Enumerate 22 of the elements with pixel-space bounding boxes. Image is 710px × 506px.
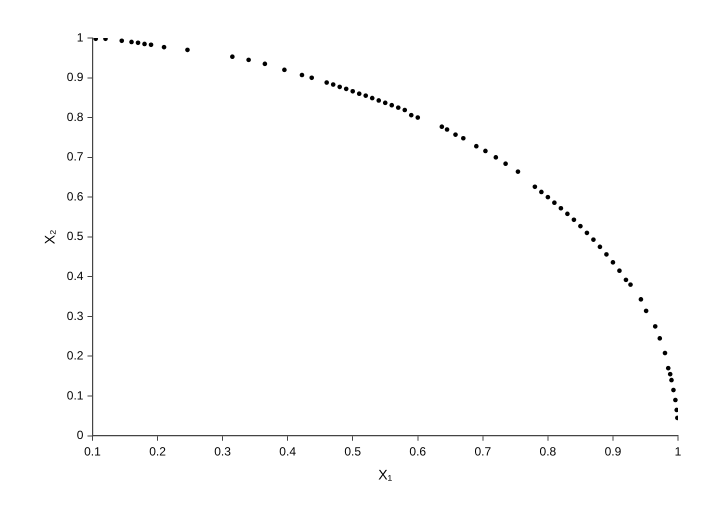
x-tick-label: 0.5 (344, 444, 362, 458)
y-tick-label: 0.8 (66, 110, 84, 124)
x-tick-label: 0.3 (214, 444, 232, 458)
x-tick-label: 0.8 (540, 444, 557, 458)
y-tick-label: 0.1 (66, 388, 84, 402)
x-tick-label: 0.7 (474, 444, 492, 458)
y-tick-label: 0.9 (66, 70, 84, 84)
x-tick-label: 0.4 (279, 444, 296, 458)
x-tick-label: 0.9 (604, 444, 622, 458)
y-tick-label: 0.3 (66, 308, 84, 323)
x-axis-title: X₁ (378, 466, 393, 482)
y-tick-label: 0.5 (66, 229, 84, 244)
x-tick-label: 1 (674, 444, 682, 458)
y-tick-label: 0.6 (66, 189, 84, 204)
x-tick-label: 0.6 (409, 444, 426, 458)
y-tick-label: 0.4 (66, 268, 84, 283)
y-tick-label: 0.2 (66, 348, 84, 363)
y-tick-label: 1 (76, 30, 84, 44)
y-axis-title: X₂ (41, 230, 58, 244)
y-tick-label: 0 (76, 428, 84, 442)
y-tick-label: 0.7 (66, 150, 84, 164)
x-tick-label: 0.2 (149, 444, 166, 458)
